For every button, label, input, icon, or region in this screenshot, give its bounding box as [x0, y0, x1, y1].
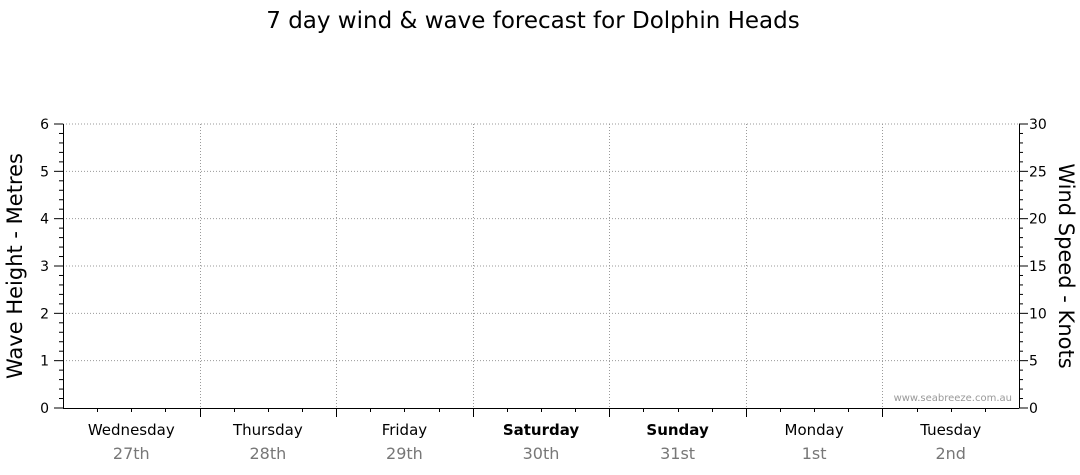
right-axis-title: Wind Speed - Knots — [1054, 163, 1078, 368]
label-layer: 0 1 2 3 4 5 6 0 5 10 15 20 25 30 Wednesday 27th Thursday… — [40, 117, 1047, 463]
chart-title: 7 day wind & wave forecast for Dolphin H… — [266, 8, 799, 34]
date-label: 2nd — [935, 444, 965, 463]
right-tick-label: 0 — [1029, 401, 1038, 417]
day-label: Sunday — [646, 421, 709, 439]
left-tick-label: 4 — [40, 212, 49, 228]
day-label: Friday — [382, 421, 428, 439]
left-tick-label: 3 — [40, 259, 49, 275]
date-label: 29th — [386, 444, 423, 463]
right-tick-label: 30 — [1029, 117, 1047, 133]
axis-layer — [54, 123, 1028, 417]
date-label: 1st — [802, 444, 827, 463]
date-label: 31st — [660, 444, 695, 463]
day-label: Saturday — [503, 421, 580, 439]
left-tick-label: 0 — [40, 401, 49, 417]
day-label: Tuesday — [919, 421, 981, 439]
grid-layer — [63, 123, 1019, 408]
right-tick-label: 20 — [1029, 212, 1047, 228]
left-tick-label: 1 — [40, 354, 49, 370]
date-label: 27th — [113, 444, 150, 463]
left-tick-label: 5 — [40, 164, 49, 180]
date-label: 28th — [249, 444, 286, 463]
right-tick-label: 5 — [1029, 354, 1038, 370]
watermark-text: www.seabreeze.com.au — [894, 393, 1012, 404]
right-tick-label: 25 — [1029, 164, 1047, 180]
day-label: Monday — [785, 421, 844, 439]
right-tick-label: 15 — [1029, 259, 1047, 275]
date-label: 30th — [523, 444, 560, 463]
left-axis-title: Wave Height - Metres — [3, 153, 27, 379]
left-tick-label: 2 — [40, 306, 49, 322]
right-tick-label: 10 — [1029, 306, 1047, 322]
day-label: Thursday — [232, 421, 303, 439]
day-label: Wednesday — [88, 421, 175, 439]
left-tick-label: 6 — [40, 117, 49, 133]
